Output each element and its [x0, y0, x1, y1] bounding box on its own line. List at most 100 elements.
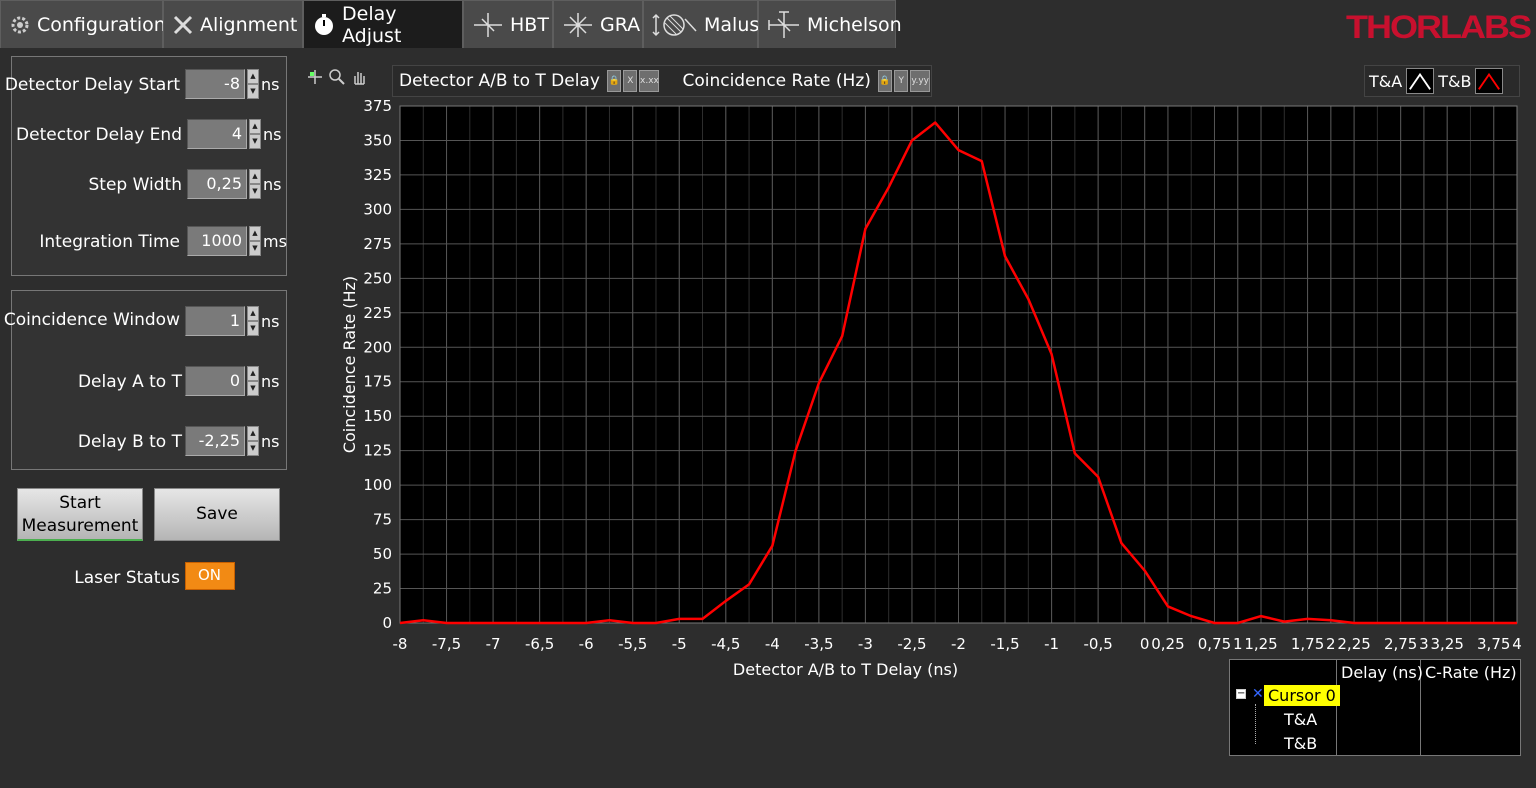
tab-label: Michelson [807, 13, 902, 36]
unit-label: ns [261, 371, 280, 391]
increment-arrow-icon[interactable]: ▲ [247, 426, 259, 441]
x-tick-label: -2 [951, 635, 966, 653]
graph-palette [306, 68, 368, 86]
x-tick-label: -5 [672, 635, 687, 653]
save-button[interactable]: Save [154, 488, 280, 541]
legend-swatch-tb[interactable] [1475, 68, 1504, 94]
decrement-arrow-icon[interactable]: ▼ [249, 184, 261, 199]
cursor-marker-icon: ✕ [1252, 686, 1264, 702]
x-tick-label: -1,5 [990, 635, 1019, 653]
increment-arrow-icon[interactable]: ▲ [247, 306, 259, 321]
zoom-tool-icon[interactable] [328, 68, 346, 86]
cursor-name[interactable]: Cursor 0 [1264, 685, 1340, 706]
y-tick-label: 350 [363, 131, 392, 149]
decrement-arrow-icon[interactable]: ▼ [249, 134, 261, 149]
start-measurement-button[interactable]: Start Measurement [17, 488, 143, 541]
x-tick-label: -6,5 [525, 635, 554, 653]
tab-gra[interactable]: GRA [553, 0, 643, 48]
x-tick-label: -6 [579, 635, 594, 653]
unit-label: ns [263, 124, 282, 144]
y-axis-label: Coincidence Rate (Hz) [340, 276, 359, 453]
tab-hbt[interactable]: HBT [463, 0, 553, 48]
integration-time-label: Integration Time [39, 232, 180, 252]
tab-bar: Configuration Alignment Delay Adjust HBT… [0, 0, 902, 48]
x-tick-label: 1,25 [1244, 635, 1277, 653]
tab-malus[interactable]: Malus [643, 0, 759, 48]
increment-arrow-icon[interactable]: ▲ [249, 226, 261, 241]
x-tick-label: -3 [858, 635, 873, 653]
delay-start-input[interactable]: -8 [185, 69, 245, 99]
decrement-arrow-icon[interactable]: ▼ [247, 381, 259, 396]
delay-start-label: Detector Delay Start [4, 75, 180, 95]
pan-tool-icon[interactable] [350, 68, 368, 86]
x-tick-label: -7 [486, 635, 501, 653]
delay-end-stepper[interactable]: ▲ ▼ [249, 119, 261, 149]
y-format-icon[interactable]: y.yy [910, 70, 930, 92]
collapse-icon[interactable]: − [1236, 688, 1246, 699]
delay-end-input[interactable]: 4 [187, 119, 247, 149]
cursor-table[interactable]: Delay (ns) C-Rate (Hz) − ✕ Cursor 0 T&A … [1229, 659, 1521, 756]
integration-time-input[interactable]: 1000 [187, 226, 247, 256]
increment-arrow-icon[interactable]: ▲ [249, 169, 261, 184]
x-tick-label: 2,75 [1384, 635, 1417, 653]
step-width-input[interactable]: 0,25 [187, 169, 247, 199]
x-tick-label: 1,75 [1291, 635, 1324, 653]
integration-time-stepper[interactable]: ▲ ▼ [249, 226, 261, 256]
x-tick-label: 3,75 [1477, 635, 1510, 653]
tab-label: Alignment [200, 13, 298, 36]
x-format-icon[interactable]: x.xx [639, 70, 660, 92]
tab-configuration[interactable]: Configuration [0, 0, 166, 48]
y-lock-icon[interactable]: 🔒 [877, 70, 893, 92]
x-autoscale-icon[interactable]: X [623, 70, 638, 92]
increment-arrow-icon[interactable]: ▲ [247, 366, 259, 381]
gra-setup-icon [564, 12, 592, 37]
y-tick-label: 150 [363, 407, 392, 425]
cursor-tool-icon[interactable] [306, 68, 324, 86]
unit-label: ns [263, 174, 282, 194]
increment-arrow-icon[interactable]: ▲ [249, 119, 261, 134]
x-lock-icon[interactable]: 🔒 [606, 70, 622, 92]
x-tick-label: -4 [765, 635, 780, 653]
x-tick-label: -0,5 [1083, 635, 1112, 653]
unit-label: ms [263, 231, 287, 251]
coincidence-window-stepper[interactable]: ▲ ▼ [247, 306, 259, 336]
decrement-arrow-icon[interactable]: ▼ [247, 321, 259, 336]
laser-status-label: Laser Status [74, 568, 180, 588]
laser-status-indicator: ON [185, 562, 235, 590]
increment-arrow-icon[interactable]: ▲ [247, 69, 259, 84]
coincidence-window-input[interactable]: 1 [185, 306, 245, 336]
tab-label: Delay Adjust [342, 2, 402, 47]
y-tick-label: 200 [363, 338, 392, 356]
y-tick-label: 25 [373, 580, 392, 598]
unit-label: ns [261, 311, 280, 331]
delay-b-stepper[interactable]: ▲ ▼ [247, 426, 259, 456]
y-tick-label: 250 [363, 269, 392, 287]
delay-start-stepper[interactable]: ▲ ▼ [247, 69, 259, 99]
stopwatch-icon [315, 13, 333, 35]
legend-swatch-ta[interactable] [1406, 68, 1435, 94]
tab-alignment[interactable]: Alignment [163, 0, 303, 48]
delay-a-stepper[interactable]: ▲ ▼ [247, 366, 259, 396]
decrement-arrow-icon[interactable]: ▼ [247, 84, 259, 99]
y-tick-label: 275 [363, 235, 392, 253]
y-tick-label: 175 [363, 373, 392, 391]
x-tick-label: -4,5 [711, 635, 740, 653]
delay-b-input[interactable]: -2,25 [185, 426, 245, 456]
cursor-item-ta[interactable]: T&A [1284, 710, 1318, 729]
plot-legend: T&A T&B [1364, 65, 1520, 97]
coincidence-settings-panel: Coincidence Window 1 ▲ ▼ ns Delay A to T … [4, 290, 287, 470]
tab-delay-adjust[interactable]: Delay Adjust [303, 0, 463, 48]
cursor-item-tb[interactable]: T&B [1284, 734, 1318, 753]
y-autoscale-icon[interactable]: Y [894, 70, 909, 92]
decrement-arrow-icon[interactable]: ▼ [249, 241, 261, 256]
tab-michelson[interactable]: Michelson [758, 0, 902, 48]
y-tick-label: 75 [373, 511, 392, 529]
step-width-stepper[interactable]: ▲ ▼ [249, 169, 261, 199]
hbt-setup-icon [474, 12, 502, 37]
delay-a-input[interactable]: 0 [185, 366, 245, 396]
decrement-arrow-icon[interactable]: ▼ [247, 441, 259, 456]
x-tick-label: -7,5 [432, 635, 461, 653]
tools-icon [173, 15, 193, 34]
scale-legend: Detector A/B to T Delay 🔒 X x.xx Coincid… [392, 65, 932, 97]
